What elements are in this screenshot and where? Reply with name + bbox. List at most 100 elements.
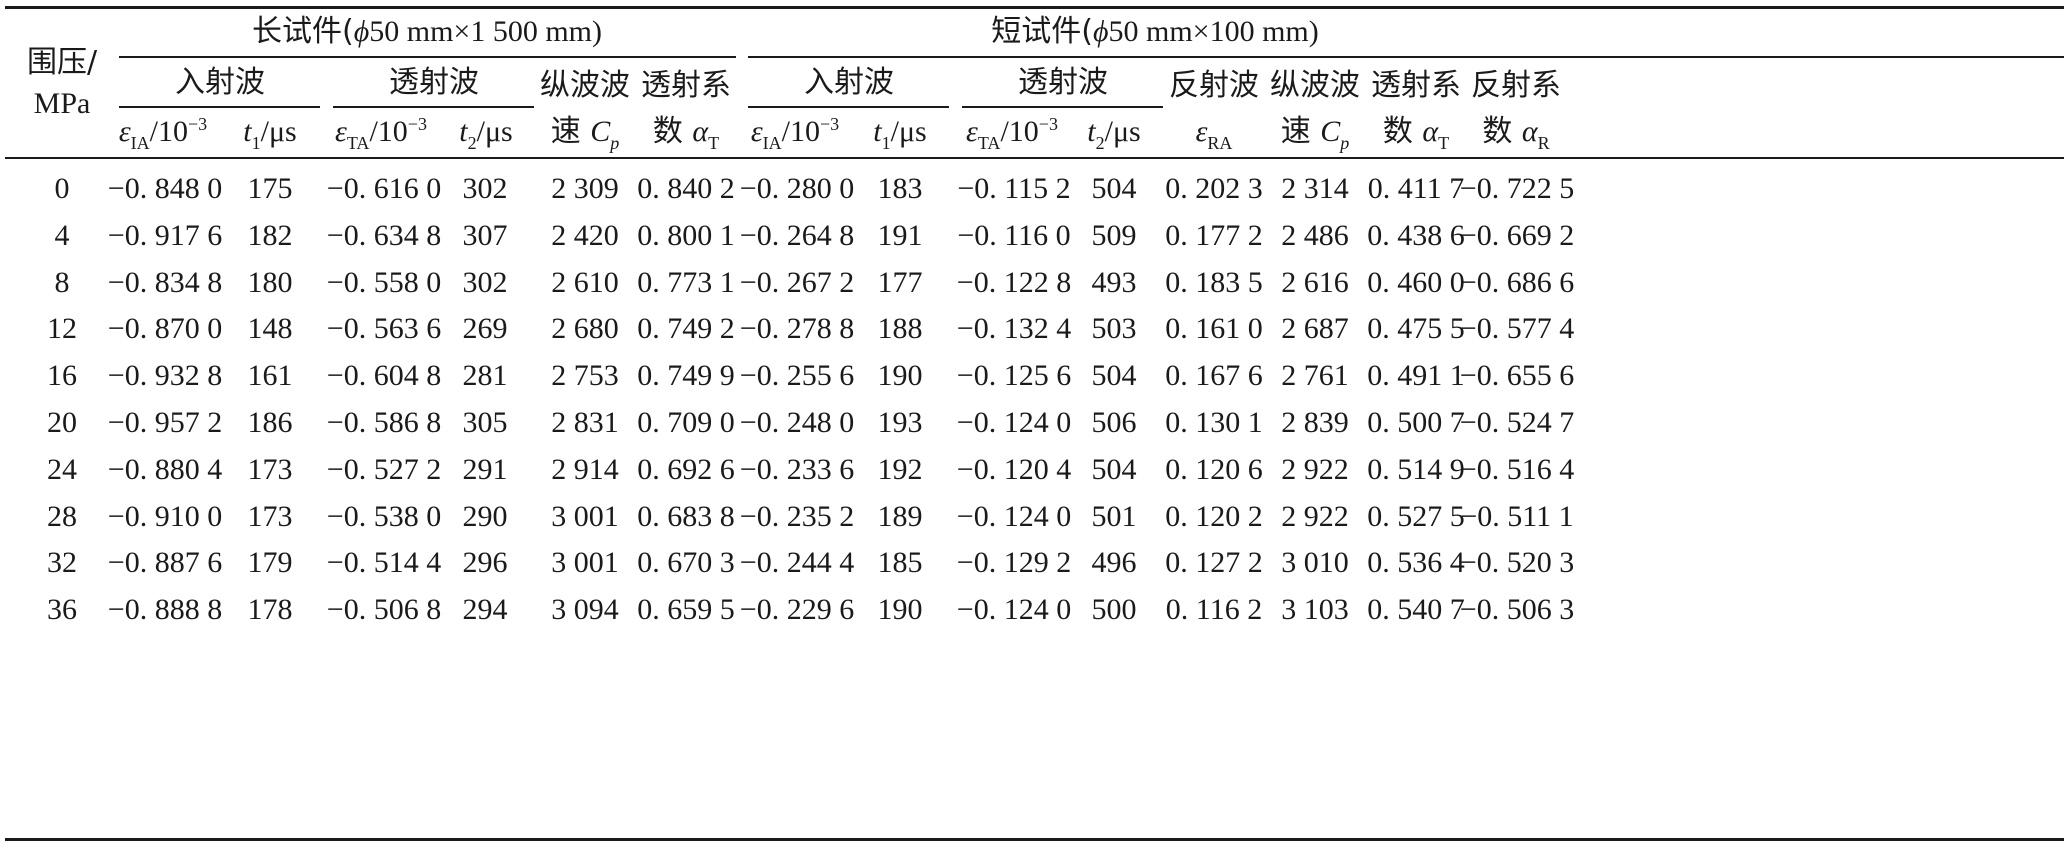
table-cell: 2 753 (551, 359, 619, 393)
table-cell: −0. 524 7 (1459, 406, 1575, 439)
table-cell: 173 (247, 499, 293, 533)
table-cell: 193 (877, 406, 923, 439)
table-cell: 0. 749 9 (637, 359, 735, 393)
table-cell: 191 (877, 218, 923, 252)
table-cell: 2 314 (1281, 172, 1349, 205)
table-cell: 0. 800 1 (637, 218, 735, 252)
table-cell: −0. 604 8 (326, 359, 442, 393)
table-cell: −0. 558 0 (326, 265, 442, 299)
table-cell: −0. 910 0 (107, 499, 223, 533)
table-cell: 3 103 (1281, 593, 1349, 627)
table-cell: 175 (247, 172, 293, 205)
table-cell: 190 (877, 593, 923, 627)
short-eps-ra-header: εRA (1195, 115, 1233, 153)
table-cell: 4 (54, 218, 70, 252)
table-cell: 3 010 (1281, 546, 1349, 580)
table-cell: −0. 848 0 (107, 172, 223, 205)
table-cell: −0. 506 8 (326, 593, 442, 627)
table-cell: −0. 235 2 (739, 499, 855, 533)
long-vp-header-line1: 纵波波 (540, 68, 630, 103)
long-alpha-t-header-line2: 数 αT (652, 114, 720, 153)
table-cell: 0. 683 8 (637, 499, 735, 533)
table-cell: −0. 577 4 (1459, 312, 1575, 346)
table-cell: 305 (462, 406, 508, 439)
long-incident-rule (119, 106, 320, 108)
table-cell: −0. 115 2 (957, 172, 1071, 205)
table-cell: 12 (47, 312, 77, 346)
long-vp-header-line2: 速 Cp (550, 114, 620, 153)
table-cell: 0. 840 2 (637, 172, 735, 205)
table-cell: 506 (1091, 406, 1137, 439)
table-cell: 0. 709 0 (637, 406, 735, 439)
header-bottom-rule (5, 157, 2064, 159)
short-incident-rule (748, 106, 949, 108)
long-eps-ta-header: εTA/10−3 (335, 114, 427, 153)
table-cell: 186 (247, 406, 293, 439)
table-cell: 0. 540 7 (1367, 593, 1465, 627)
table-cell: 2 610 (551, 265, 619, 299)
table-cell: 0. 127 2 (1165, 546, 1263, 580)
table-cell: −0. 506 3 (1459, 593, 1575, 627)
short-reflected-header: 反射波 (1169, 68, 1259, 103)
table-cell: 182 (247, 218, 293, 252)
table-cell: 183 (877, 172, 923, 205)
table-cell: 0. 202 3 (1165, 172, 1263, 205)
table-cell: 2 680 (551, 312, 619, 346)
long-t2-header: t2/μs (459, 115, 513, 153)
table-cell: 2 616 (1281, 265, 1349, 299)
table-cell: 493 (1091, 265, 1137, 299)
table-cell: −0. 880 4 (107, 452, 223, 486)
table-cell: 0. 659 5 (637, 593, 735, 627)
table-cell: 504 (1091, 359, 1137, 393)
table-cell: 2 831 (551, 406, 619, 439)
long-t1-header: t1/μs (243, 115, 297, 153)
long-alpha-t-header-line1: 透射系 (641, 68, 731, 103)
table-cell: 501 (1091, 499, 1137, 533)
table-cell: 0. 167 6 (1165, 359, 1263, 393)
table-cell: −0. 264 8 (739, 218, 855, 252)
table-cell: −0. 586 8 (326, 406, 442, 439)
table-cell: 291 (462, 452, 508, 486)
table-cell: −0. 125 6 (956, 359, 1072, 393)
table-cell: 0. 116 2 (1165, 593, 1263, 627)
table-cell: −0. 870 0 (107, 312, 223, 346)
table-cell: −0. 655 6 (1459, 359, 1575, 393)
table-cell: −0. 229 6 (739, 593, 855, 627)
table-cell: 504 (1091, 172, 1137, 205)
table-cell: 0. 514 9 (1367, 452, 1465, 486)
short-alpha-t-header-line1: 透射系 (1371, 68, 1461, 103)
table-cell: 192 (877, 452, 923, 486)
short-eps-ia-header: εIA/10−3 (750, 114, 840, 153)
table-cell: 0. 460 0 (1367, 265, 1465, 299)
table-cell: 0. 183 5 (1165, 265, 1263, 299)
table-cell: 0. 500 7 (1367, 406, 1465, 439)
table-cell: −0. 267 2 (739, 265, 855, 299)
confining-header-line1: 围压/ (26, 45, 98, 80)
table-cell: −0. 511 1 (1460, 499, 1574, 533)
table-cell: 177 (877, 265, 923, 299)
table-cell: 2 761 (1281, 359, 1349, 393)
table-cell: 0. 438 6 (1367, 218, 1465, 252)
table-cell: 2 922 (1281, 452, 1349, 486)
short-vp-header-line1: 纵波波 (1270, 68, 1360, 103)
table-cell: −0. 887 6 (107, 546, 223, 580)
table-cell: 36 (47, 593, 77, 627)
table-cell: 2 914 (551, 452, 619, 486)
short-transmitted-header: 透射波 (1018, 65, 1108, 100)
long-group-rule (119, 56, 736, 58)
short-alpha-r-header-line1: 反射系 (1471, 68, 1561, 103)
table-cell: 509 (1091, 218, 1137, 252)
short-alpha-t-header-line2: 数 αT (1382, 114, 1450, 153)
long-eps-ia-header: εIA/10−3 (118, 114, 208, 153)
table-cell: −0. 520 3 (1459, 546, 1575, 580)
table-cell: 302 (462, 172, 508, 205)
long-transmitted-header: 透射波 (389, 65, 479, 100)
table-cell: 504 (1091, 452, 1137, 486)
table-cell: −0. 686 6 (1459, 265, 1575, 299)
table-cell: −0. 634 8 (326, 218, 442, 252)
table-cell: 0. 161 0 (1165, 312, 1263, 346)
table-cell: 0. 120 6 (1165, 452, 1263, 486)
long-transmitted-rule (333, 106, 534, 108)
short-group-title: 短试件(ϕ50 mm×100 mm) (991, 14, 1319, 49)
